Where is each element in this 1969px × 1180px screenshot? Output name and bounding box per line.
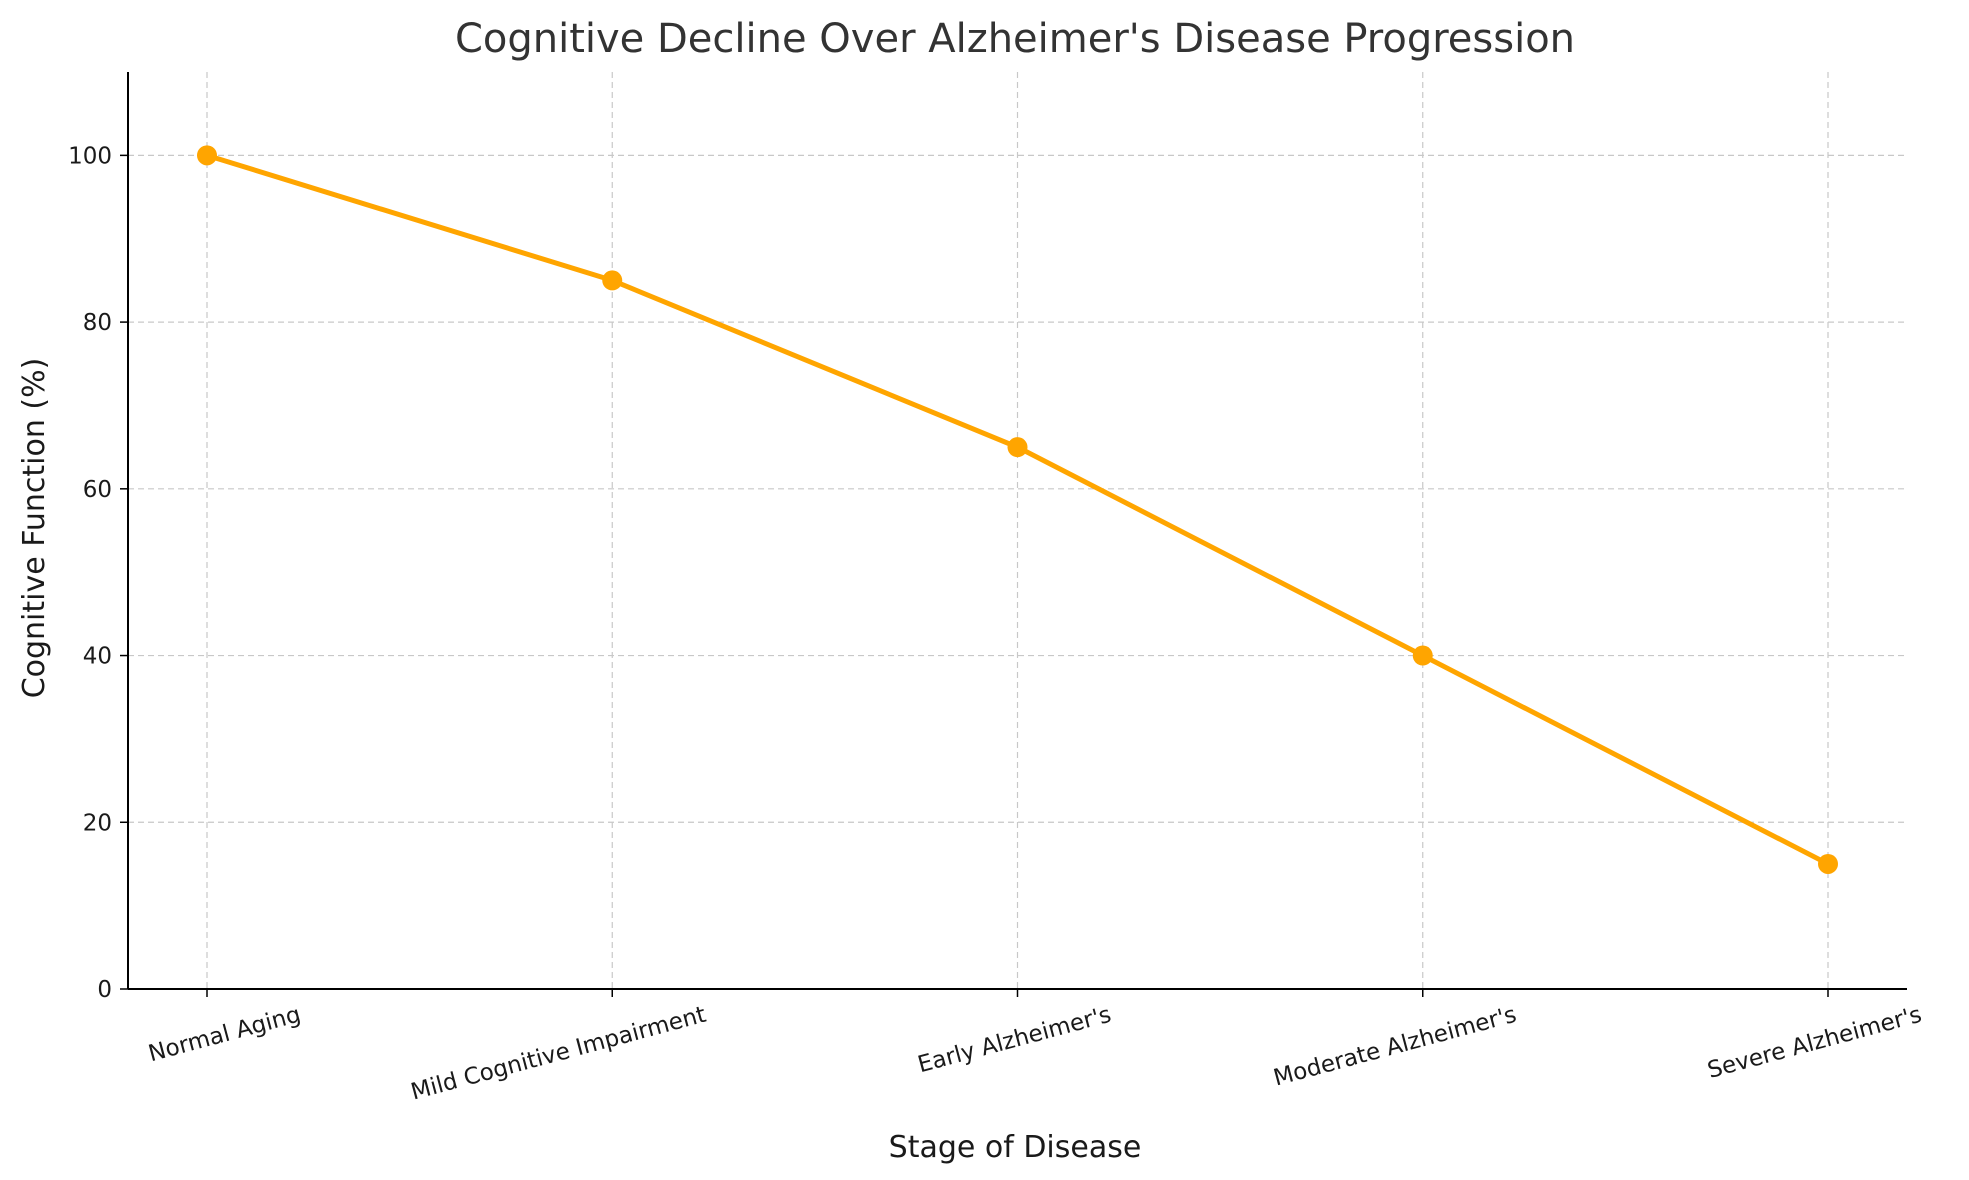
y-tick-label: 20	[83, 810, 112, 836]
x-tick-label: Severe Alzheimer's	[1705, 1002, 1925, 1084]
axes	[127, 72, 1907, 990]
x-axis-label: Stage of Disease	[889, 1130, 1142, 1165]
x-tick-label: Normal Aging	[146, 1002, 304, 1068]
x-tick-label: Early Alzheimer's	[915, 1002, 1114, 1079]
data-point	[1818, 853, 1838, 874]
x-tick-label: Moderate Alzheimer's	[1271, 1002, 1520, 1092]
y-tick-label: 60	[83, 477, 112, 503]
data-point	[197, 145, 217, 166]
y-tick-label: 0	[97, 977, 112, 1003]
grid	[128, 72, 1907, 989]
data-point	[602, 270, 623, 291]
chart-title: Cognitive Decline Over Alzheimer's Disea…	[455, 16, 1575, 62]
data-point	[1007, 437, 1028, 458]
y-tick-label: 40	[83, 644, 112, 670]
x-tick-label: Mild Cognitive Impairment	[408, 1002, 709, 1106]
y-axis-label: Cognitive Function (%)	[17, 358, 52, 699]
y-tick-label: 100	[68, 143, 112, 169]
data-point	[1412, 645, 1433, 666]
series	[197, 145, 1838, 874]
y-tick-label: 80	[83, 310, 112, 336]
ticks: 0 20 40 60 80 100 Normal Aging Mild Cognitive I…	[68, 143, 1924, 1105]
